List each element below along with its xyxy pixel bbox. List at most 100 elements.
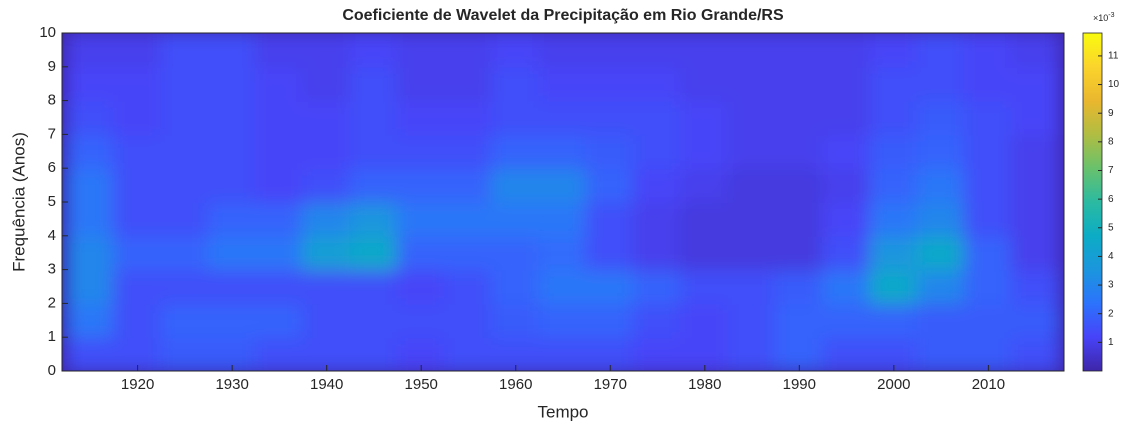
- colorbar-tick-label: 2: [1108, 308, 1114, 319]
- heatmap-cell: [538, 133, 587, 169]
- heatmap-cell: [633, 32, 682, 68]
- heatmap-cell: [444, 100, 493, 136]
- y-tick-label: 4: [48, 227, 56, 244]
- y-tick-label: 7: [48, 125, 56, 142]
- heatmap-cell: [302, 100, 351, 136]
- heatmap-cell: [869, 133, 918, 169]
- heatmap-cell: [208, 302, 257, 338]
- heatmap-cell: [538, 201, 587, 237]
- y-tick-label: 5: [48, 193, 56, 210]
- heatmap-cell: [1011, 201, 1060, 237]
- heatmap-cell: [491, 302, 540, 338]
- heatmap-cell: [302, 66, 351, 102]
- heatmap-cell: [113, 302, 162, 338]
- heatmap-cell: [633, 133, 682, 169]
- heatmap-cell: [160, 133, 209, 169]
- heatmap-cell: [964, 32, 1013, 68]
- heatmap-cell: [680, 32, 729, 68]
- heatmap-cell: [538, 66, 587, 102]
- x-tick-label: 2000: [877, 376, 910, 393]
- x-tick-label: 1950: [405, 376, 438, 393]
- heatmap-cell: [349, 201, 398, 237]
- heatmap-cell: [1011, 269, 1060, 305]
- heatmap-cell: [349, 100, 398, 136]
- heatmap-cell: [916, 302, 965, 338]
- heatmap-cell: [208, 235, 257, 271]
- heatmap-cell: [397, 32, 446, 68]
- heatmap-cell: [302, 201, 351, 237]
- heatmap: [66, 32, 1061, 372]
- heatmap-cell: [160, 302, 209, 338]
- heatmap-cell: [727, 302, 776, 338]
- heatmap-cell: [491, 235, 540, 271]
- heatmap-cell: [208, 201, 257, 237]
- heatmap-cell: [538, 235, 587, 271]
- heatmap-cell: [586, 201, 635, 237]
- heatmap-cell: [727, 66, 776, 102]
- heatmap-cell: [822, 201, 871, 237]
- heatmap-cell: [822, 302, 871, 338]
- heatmap-cell: [1011, 302, 1060, 338]
- heatmap-cell: [113, 133, 162, 169]
- x-tick-label: 1990: [783, 376, 816, 393]
- heatmap-cell: [586, 32, 635, 68]
- heatmap-cell: [822, 167, 871, 203]
- colorbar-multiplier: ×10-3: [1093, 12, 1115, 24]
- y-tick-label: 9: [48, 58, 56, 75]
- heatmap-cell: [869, 167, 918, 203]
- heatmap-cell: [680, 133, 729, 169]
- heatmap-cell: [491, 66, 540, 102]
- heatmap-cell: [822, 269, 871, 305]
- heatmap-cell: [349, 167, 398, 203]
- heatmap-cell: [66, 100, 115, 136]
- colorbar-tick-label: 6: [1108, 194, 1114, 205]
- colorbar-tick-label: 7: [1108, 165, 1114, 176]
- heatmap-cell: [633, 66, 682, 102]
- heatmap-cell: [538, 100, 587, 136]
- heatmap-cell: [255, 269, 304, 305]
- heatmap-cell: [964, 235, 1013, 271]
- heatmap-cell: [822, 336, 871, 372]
- heatmap-cell: [680, 167, 729, 203]
- y-tick-label: 3: [48, 261, 56, 278]
- y-tick-label: 2: [48, 294, 56, 311]
- heatmap-cell: [538, 302, 587, 338]
- heatmap-cell: [349, 235, 398, 271]
- y-tick-label: 8: [48, 92, 56, 109]
- heatmap-cell: [538, 269, 587, 305]
- heatmap-cell: [302, 235, 351, 271]
- y-tick-label: 1: [48, 328, 56, 345]
- heatmap-cell: [66, 201, 115, 237]
- heatmap-cell: [255, 336, 304, 372]
- heatmap-cell: [444, 336, 493, 372]
- heatmap-cell: [66, 133, 115, 169]
- heatmap-cell: [869, 235, 918, 271]
- colorbar-tick-label: 9: [1108, 108, 1114, 119]
- heatmap-cell: [160, 167, 209, 203]
- heatmap-cell: [869, 100, 918, 136]
- heatmap-cell: [255, 201, 304, 237]
- y-tick-label: 0: [48, 362, 56, 379]
- colorbar-tick-label: 1: [1108, 337, 1114, 348]
- heatmap-cell: [586, 235, 635, 271]
- colorbar-tick-label: 3: [1108, 280, 1114, 291]
- heatmap-cell: [1011, 32, 1060, 68]
- heatmap-cell: [538, 167, 587, 203]
- colorbar: [1083, 33, 1102, 371]
- heatmap-cell: [775, 302, 824, 338]
- heatmap-cell: [586, 100, 635, 136]
- x-tick-label: 1930: [215, 376, 248, 393]
- heatmap-cell: [160, 235, 209, 271]
- heatmap-cell: [633, 336, 682, 372]
- heatmap-cell: [160, 269, 209, 305]
- heatmap-cell: [397, 235, 446, 271]
- heatmap-cell: [255, 302, 304, 338]
- heatmap-cell: [444, 32, 493, 68]
- heatmap-cell: [255, 235, 304, 271]
- heatmap-cell: [302, 302, 351, 338]
- heatmap-cell: [444, 235, 493, 271]
- heatmap-cell: [1011, 66, 1060, 102]
- heatmap-cell: [113, 100, 162, 136]
- heatmap-cell: [302, 133, 351, 169]
- heatmap-cell: [208, 32, 257, 68]
